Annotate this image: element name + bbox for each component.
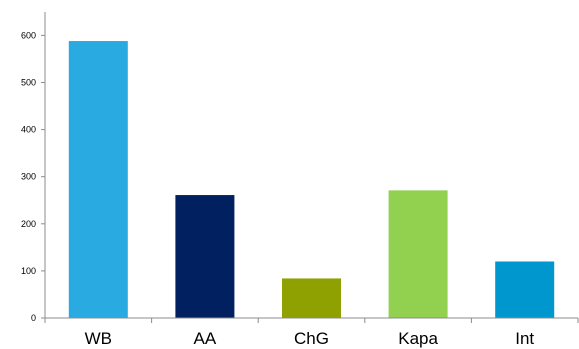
bars xyxy=(68,41,555,318)
bar-int xyxy=(495,261,555,318)
y-tick-label: 200 xyxy=(21,219,36,229)
bar-wb xyxy=(68,41,128,318)
y-tick-label: 0 xyxy=(31,313,36,323)
y-tick-label: 100 xyxy=(21,266,36,276)
y-axis-ticks: 0 100 200 300 400 500 600 xyxy=(21,30,45,323)
bar-aa xyxy=(175,195,235,318)
bar-kapa xyxy=(388,190,448,318)
y-tick-label: 500 xyxy=(21,78,36,88)
x-tick-label-kapa: Kapa xyxy=(398,329,438,348)
y-tick-label: 300 xyxy=(21,172,36,182)
y-tick-label: 600 xyxy=(21,30,36,40)
x-tick-label-chg: ChG xyxy=(294,329,329,348)
y-tick-label: 400 xyxy=(21,125,36,135)
bar-chg xyxy=(282,278,341,318)
x-tick-label-wb: WB xyxy=(85,329,112,348)
x-tick-label-aa: AA xyxy=(194,329,217,348)
x-tick-label-int: Int xyxy=(515,329,534,348)
x-axis-ticks: WB AA ChG Kapa Int xyxy=(44,318,579,348)
